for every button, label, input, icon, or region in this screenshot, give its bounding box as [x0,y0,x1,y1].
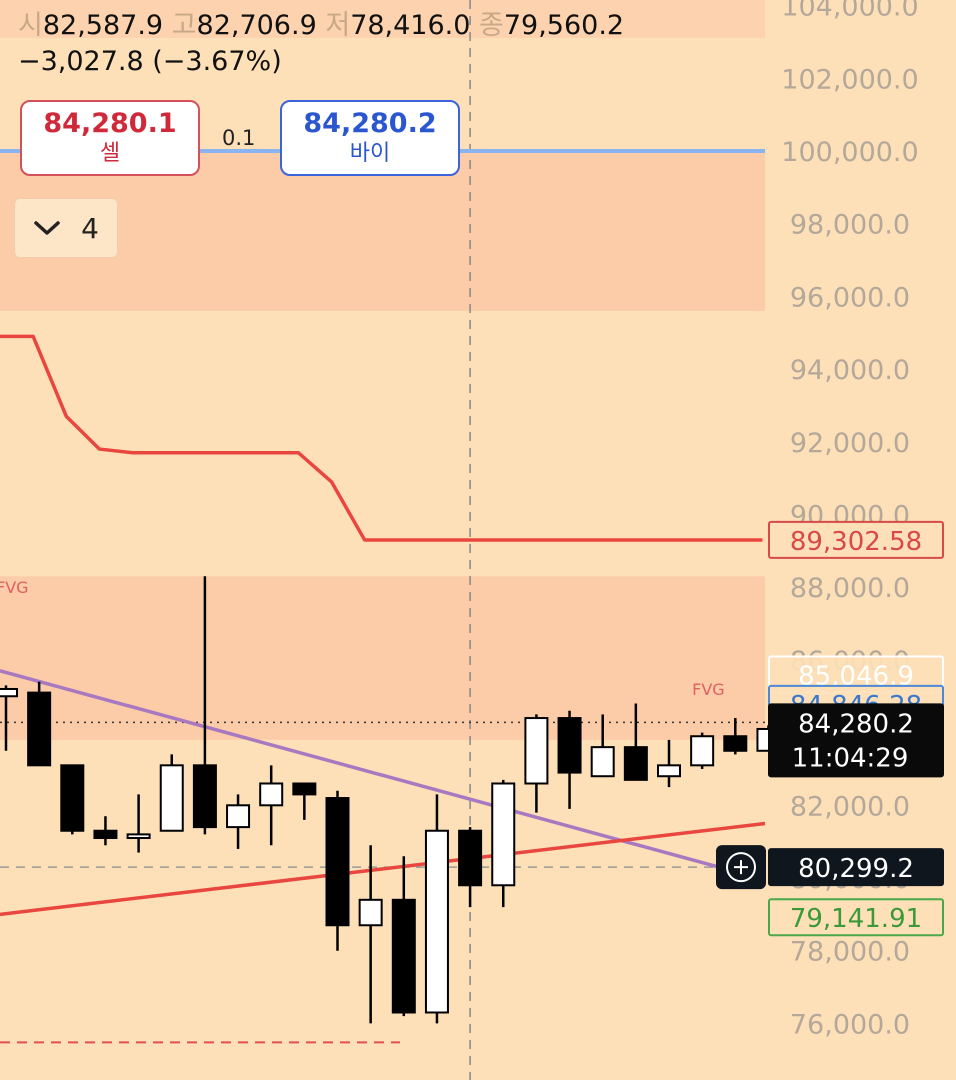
indicators-count: 4 [81,211,99,245]
candle [723,718,748,755]
red-trendline [0,821,766,917]
supply-zone-0 [0,151,765,311]
y-tick-label: 96,000.0 [790,282,910,313]
candle [590,714,615,778]
price-label-text: 89,302.58 [790,527,922,557]
buy-label: 바이 [349,141,391,166]
price-label-text: 84,280.2 [798,709,914,739]
y-tick-label: 98,000.0 [790,210,910,241]
candle [325,790,350,951]
spread-value: 0.1 [222,126,256,150]
red-step-line [0,334,763,542]
price-label-box [768,848,944,887]
high-value: 82,706.9 [196,10,317,41]
candle [358,845,383,1024]
candle-body [458,829,483,887]
open-value: 82,587.9 [42,10,164,41]
price-label-box [768,703,944,778]
candle-body [226,804,251,829]
fvg-label: FVG [0,578,29,597]
y-tick-label: 88,000.0 [790,573,910,604]
candle-body [491,782,516,887]
price-label-black-filled: 84,280.2 11:04:29 [768,703,944,778]
price-label-text: 79,141.91 [790,904,922,934]
low-label: 저 [325,10,351,41]
price-label-box [768,898,944,937]
top-zone [0,0,765,38]
countdown-text: 11:04:29 [792,743,909,773]
candle [557,710,582,809]
open-label: 시 [18,10,43,41]
y-tick-label: 92,000.0 [790,428,910,459]
candle [458,827,483,908]
price-label-text: 80,299.2 [798,854,914,884]
candle [93,816,118,846]
candle [259,765,284,846]
low-value: 78,416.0 [350,10,471,41]
candle-body [358,898,383,927]
candle-body [292,782,317,796]
price-label-green-outline: 79,141.91 [768,898,944,937]
candle-body [657,764,681,778]
candle-body [424,829,449,1014]
candle-body [690,735,715,767]
candle-body [325,797,350,927]
y-tick-label: 76,000.0 [790,1009,910,1040]
candle-body [723,735,748,752]
candle [0,685,18,751]
candle [60,764,85,835]
buy-price: 84,280.2 [303,108,437,139]
candle [292,782,317,820]
chevron-down-icon [34,221,60,235]
y-tick-label: 82,000.0 [790,791,910,822]
candle-body [623,746,648,781]
candle-body [126,833,151,840]
y-tick-label: 102,000.0 [781,64,918,95]
candle [226,794,251,849]
candle-body [159,764,184,832]
candle-body [524,717,549,785]
candle-body [60,764,85,832]
supply-zone-1 [0,576,765,740]
candle [491,779,516,908]
candle-body [93,829,118,840]
candle [657,739,681,788]
sell-label: 셀 [99,141,121,166]
candle [690,732,715,769]
price-label-red-outline: 89,302.58 [768,520,944,559]
sell-button[interactable]: 84,280.1 셀 [20,100,200,176]
y-tick-label: 78,000.0 [790,937,910,968]
candle [623,703,648,781]
price-label-box [768,520,944,559]
candle [424,794,449,1024]
change-value: −3,027.8 (−3.67%) [18,46,282,77]
candle-body [391,898,416,1014]
candle-body [0,687,18,698]
fvg-label: FVG [692,680,725,699]
plus-circle-icon [726,852,756,883]
candle-body [27,691,52,767]
indicators-toggle-button[interactable]: 4 [14,198,118,258]
candle-body [192,764,217,829]
buy-button[interactable]: 84,280.2 바이 [280,100,460,176]
candle [27,681,52,767]
y-tick-label: 100,000.0 [781,137,918,168]
candle-body [259,782,284,807]
y-tick-label: 104,000.0 [781,0,918,23]
candle [159,754,184,832]
candle [391,856,416,1017]
candle-body [590,746,615,778]
sell-price: 84,280.1 [43,108,177,139]
candle [192,576,217,835]
candle-body [557,717,582,774]
candle [524,714,549,813]
high-label: 고 [171,10,197,41]
price-label-dark-filled: 80,299.2 [716,845,944,890]
candle [126,794,151,853]
ohlc-header: 시82,587.9 고82,706.9 저78,416.0 종79,560.2 … [18,8,624,80]
close-label: 종 [479,10,504,41]
y-tick-label: 94,000.0 [790,355,910,386]
close-value: 79,560.2 [503,10,625,41]
